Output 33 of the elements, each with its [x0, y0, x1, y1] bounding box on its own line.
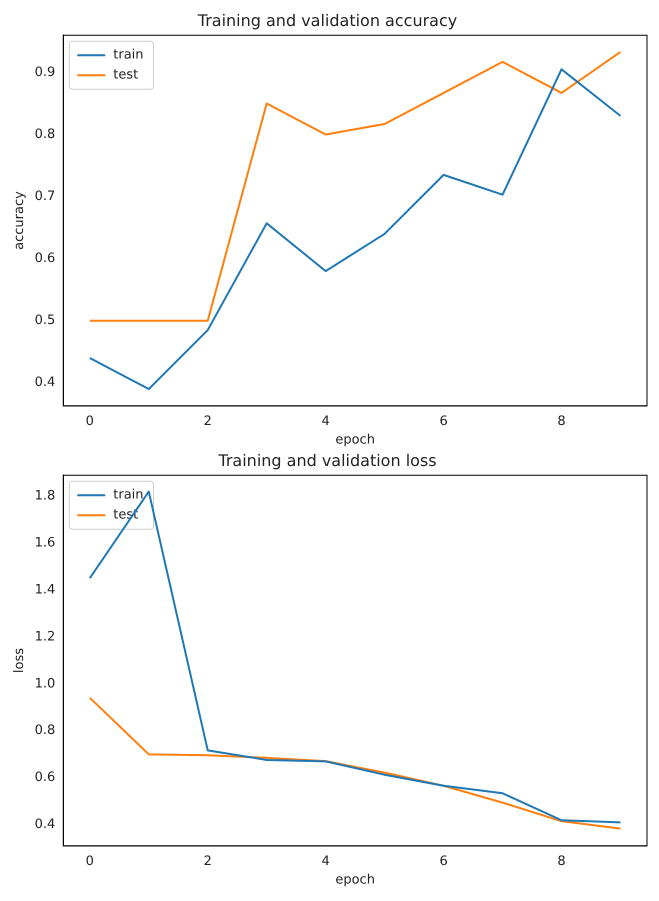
y-tick-label: 0.9	[34, 64, 56, 80]
y-tick-label: 1.2	[34, 629, 56, 644]
x-tick-label: 0	[86, 414, 94, 429]
y-tick-label: 1.4	[34, 582, 56, 598]
x-tick-label: 4	[322, 854, 330, 869]
x-tick-label: 2	[204, 854, 212, 869]
chart-title: Training and validation loss	[217, 450, 437, 470]
y-tick-label: 1.6	[34, 536, 56, 551]
x-tick-label: 6	[439, 414, 448, 429]
legend-label: train	[113, 48, 144, 63]
y-tick-label: 0.8	[34, 723, 56, 738]
y-tick-label: 0.5	[34, 313, 56, 328]
x-tick-label: 8	[557, 414, 566, 429]
y-tick-label: 1.8	[34, 488, 56, 504]
y-tick-label: 1.0	[34, 676, 56, 692]
y-tick-label: 0.4	[34, 817, 56, 832]
y-tick-label: 0.6	[34, 770, 56, 786]
y-tick-label: 0.4	[34, 375, 56, 390]
x-tick-label: 4	[322, 414, 330, 429]
x-axis-title: epoch	[335, 432, 375, 448]
x-tick-label: 6	[439, 854, 448, 869]
legend-label: test	[113, 68, 138, 83]
x-tick-label: 2	[204, 414, 212, 429]
y-tick-label: 0.7	[34, 188, 56, 204]
x-tick-label: 0	[86, 854, 94, 869]
y-axis-title: accuracy	[12, 190, 28, 250]
chart-title: Training and validation accuracy	[196, 10, 458, 30]
y-tick-label: 0.8	[34, 126, 56, 142]
x-tick-label: 8	[557, 854, 566, 869]
y-axis-title: loss	[12, 648, 28, 674]
y-tick-label: 0.6	[34, 251, 56, 266]
legend-label: train	[113, 488, 144, 503]
x-axis-title: epoch	[335, 872, 375, 888]
